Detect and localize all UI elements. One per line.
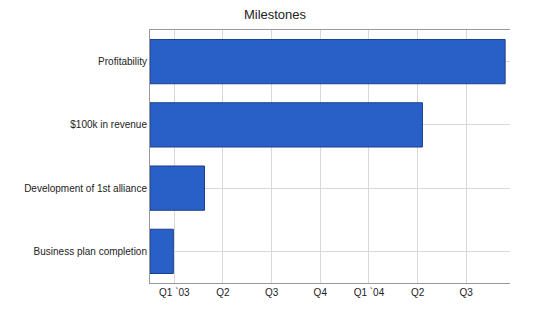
svg-text:Business plan completion: Business plan completion <box>34 246 147 257</box>
svg-text:$100k in revenue: $100k in revenue <box>70 119 147 130</box>
svg-text:Milestones: Milestones <box>244 7 307 22</box>
svg-text:Q4: Q4 <box>314 287 328 298</box>
svg-text:Development of 1st alliance: Development of 1st alliance <box>24 183 147 194</box>
svg-text:Profitability: Profitability <box>98 56 147 67</box>
svg-text:Q3: Q3 <box>460 287 474 298</box>
svg-text:Q1 `03: Q1 `03 <box>159 287 190 298</box>
svg-text:Q2: Q2 <box>411 287 425 298</box>
svg-text:Q1 `04: Q1 `04 <box>354 287 385 298</box>
svg-text:Q2: Q2 <box>216 287 230 298</box>
svg-text:Q3: Q3 <box>265 287 279 298</box>
